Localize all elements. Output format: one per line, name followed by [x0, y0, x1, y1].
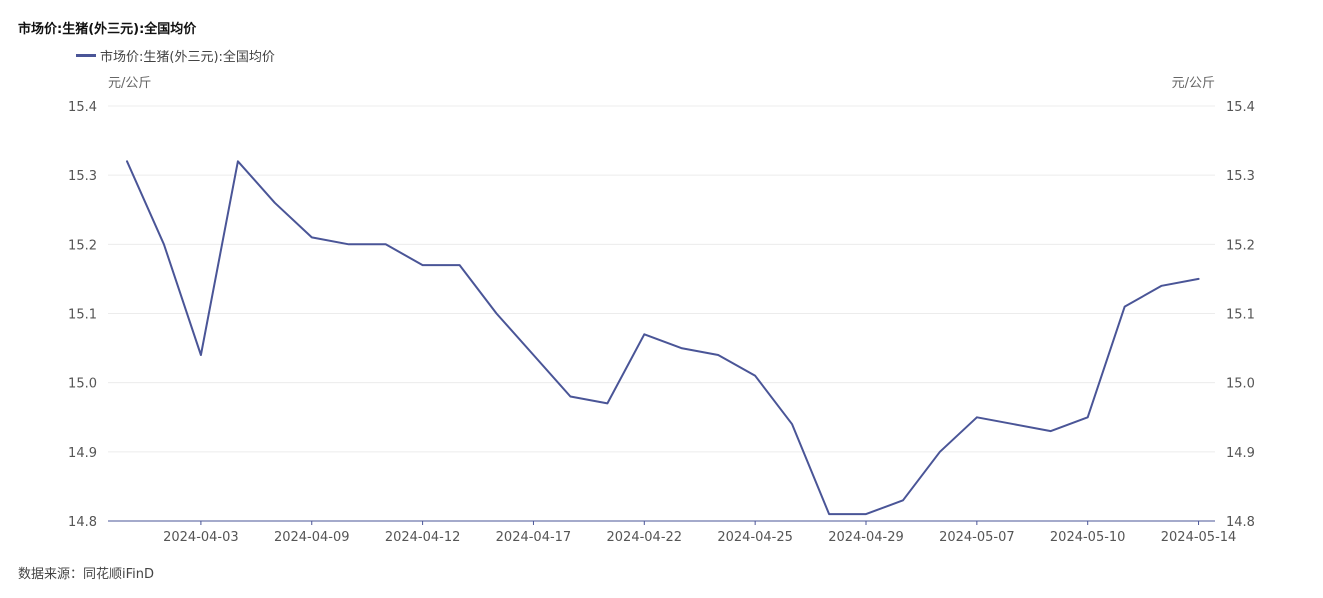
data-point: [827, 512, 831, 516]
data-point: [716, 353, 720, 357]
x-tick-label: 2024-04-17: [496, 530, 572, 545]
data-point: [273, 201, 277, 205]
data-point: [1049, 429, 1053, 433]
data-point: [421, 263, 425, 267]
y-tick-label-left: 14.8: [68, 515, 97, 530]
right-axis-unit: 元/公斤: [1171, 76, 1215, 91]
x-tick-label: 2024-05-14: [1161, 530, 1237, 545]
left-axis-unit: 元/公斤: [108, 76, 152, 91]
data-point: [347, 242, 351, 246]
y-tick-label-left: 15.4: [68, 100, 97, 115]
x-tick-label: 2024-04-09: [274, 530, 350, 545]
x-tick-label: 2024-04-29: [828, 530, 904, 545]
y-tick-label-left: 14.9: [68, 446, 97, 461]
data-point: [938, 450, 942, 454]
data-point: [1160, 284, 1164, 288]
data-point: [568, 395, 572, 399]
data-point: [1197, 277, 1201, 281]
y-tick-label-left: 15.2: [68, 238, 97, 253]
data-point: [1012, 422, 1016, 426]
data-point: [199, 353, 203, 357]
data-point: [975, 415, 979, 419]
x-tick-label: 2024-04-22: [607, 530, 683, 545]
data-point: [753, 374, 757, 378]
series-line: [126, 160, 1200, 516]
data-point: [162, 242, 166, 246]
data-point: [384, 242, 388, 246]
x-tick-label: 2024-04-12: [385, 530, 461, 545]
x-tick-label: 2024-05-07: [939, 530, 1015, 545]
data-point: [458, 263, 462, 267]
x-tick-label: 2024-04-25: [717, 530, 793, 545]
data-point: [236, 159, 240, 163]
y-tick-label-left: 15.1: [68, 308, 97, 323]
data-point: [679, 346, 683, 350]
y-tick-label-right: 14.8: [1226, 515, 1255, 530]
data-point: [642, 332, 646, 336]
data-point: [125, 159, 129, 163]
y-tick-label-left: 15.3: [68, 169, 97, 184]
data-point: [531, 353, 535, 357]
data-point: [1086, 415, 1090, 419]
legend-label: 市场价:生猪(外三元):全国均价: [100, 50, 275, 65]
data-point: [310, 235, 314, 239]
chart-title: 市场价:生猪(外三元):全国均价: [18, 22, 197, 37]
data-source: 数据来源：同花顺iFinD: [18, 567, 155, 582]
data-point: [790, 422, 794, 426]
data-point: [495, 312, 499, 316]
x-tick-label: 2024-04-03: [163, 530, 239, 545]
data-point: [605, 401, 609, 405]
legend-line-swatch: [76, 54, 96, 57]
data-point: [901, 498, 905, 502]
y-tick-label-right: 15.1: [1226, 308, 1255, 323]
data-point: [1123, 305, 1127, 309]
y-tick-label-right: 14.9: [1226, 446, 1255, 461]
data-point: [864, 512, 868, 516]
y-tick-label-right: 15.0: [1226, 377, 1255, 392]
legend[interactable]: 市场价:生猪(外三元):全国均价: [76, 46, 275, 65]
y-tick-label-left: 15.0: [68, 377, 97, 392]
x-tick-label: 2024-05-10: [1050, 530, 1126, 545]
y-tick-label-right: 15.2: [1226, 238, 1255, 253]
y-tick-label-right: 15.3: [1226, 169, 1255, 184]
y-tick-label-right: 15.4: [1226, 100, 1255, 115]
